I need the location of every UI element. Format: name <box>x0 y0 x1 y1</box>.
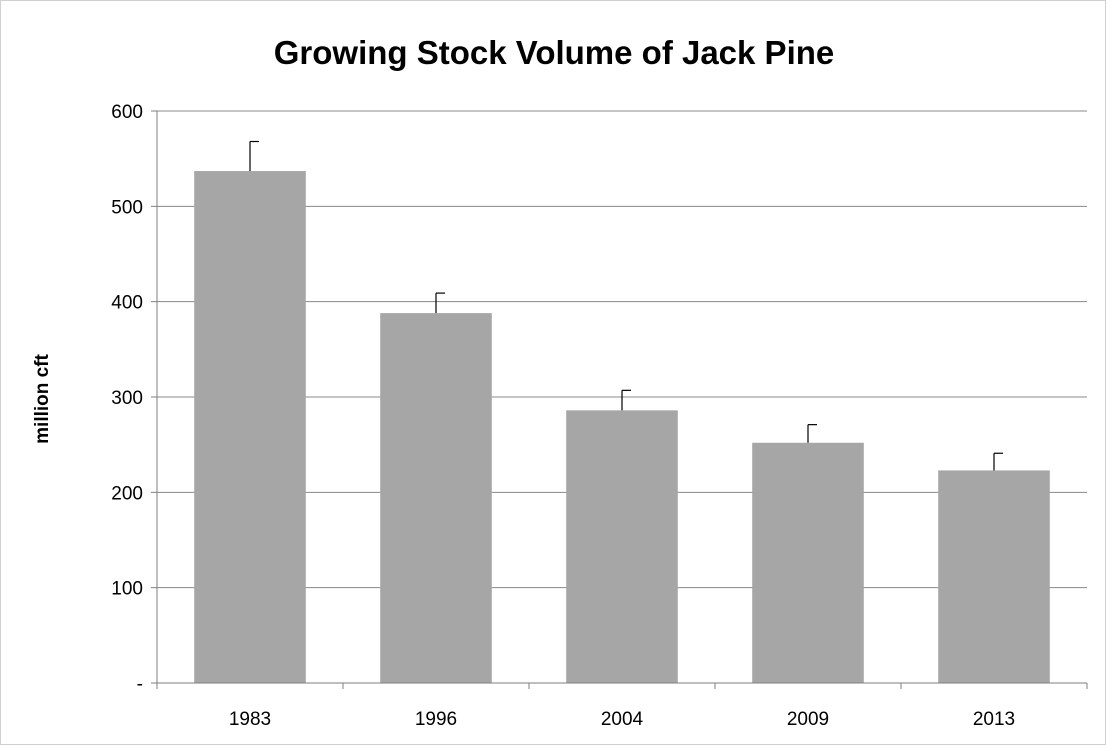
y-tick-label: - <box>137 674 143 695</box>
error-bars <box>249 140 1003 471</box>
x-tick-labels: 1983 1996 2004 2009 2013 <box>229 709 1015 730</box>
bars <box>194 171 1050 683</box>
bar <box>938 470 1050 683</box>
y-tick-label: 400 <box>111 293 143 314</box>
y-tick-label: 300 <box>111 388 143 409</box>
x-tick-label: 2004 <box>601 709 644 730</box>
bar <box>380 313 492 683</box>
x-tick-label: 1996 <box>415 709 457 730</box>
bar <box>194 171 306 683</box>
y-axis-label: million cft <box>32 353 53 443</box>
bar <box>752 442 864 683</box>
y-tick-label: 600 <box>111 102 143 123</box>
y-tick-label: 500 <box>111 197 143 218</box>
bar <box>566 410 678 683</box>
x-tick-label: 1983 <box>229 709 271 730</box>
y-tick-label: 100 <box>111 579 143 600</box>
x-tick-label: 2013 <box>973 709 1015 730</box>
axes <box>151 110 1088 689</box>
y-tick-labels: - 100 200 300 400 500 600 <box>111 102 143 695</box>
chart-title: Growing Stock Volume of Jack Pine <box>274 34 835 71</box>
y-tick-label: 200 <box>111 483 143 504</box>
x-tick-label: 2009 <box>787 709 829 730</box>
